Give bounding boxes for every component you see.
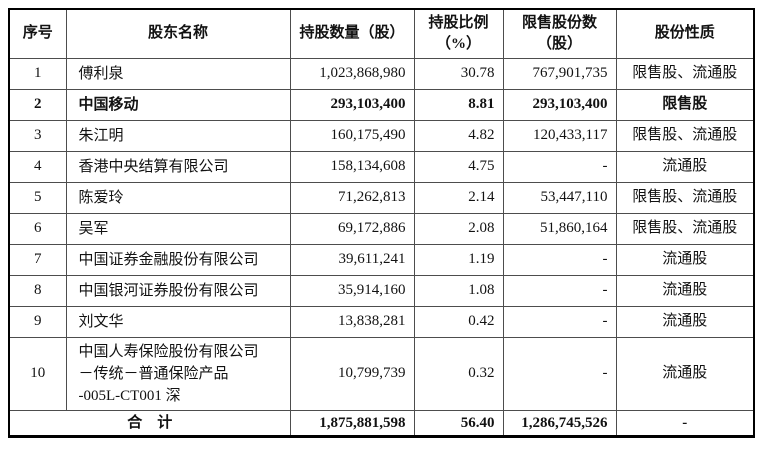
- col-header-shareholder-name: 股东名称: [65, 8, 291, 59]
- cell-percentage: 8.81: [413, 88, 504, 121]
- total-row: 合 计 1,875,881,598 56.40 1,286,745,526 -: [8, 409, 755, 437]
- cell-no: 6: [8, 212, 67, 245]
- cell-share-nature: 流通股: [615, 336, 755, 411]
- table-row: 7 中国证券金融股份有限公司 39,611,241 1.19 - 流通股: [8, 243, 755, 276]
- cell-shareholder-name: 吴军: [65, 212, 291, 245]
- table-row: 2 中国移动 293,103,400 8.81 293,103,400 限售股: [8, 88, 755, 121]
- cell-restricted-shares: -: [502, 243, 617, 276]
- col-header-share-nature: 股份性质: [615, 8, 755, 59]
- cell-total-label: 合 计: [8, 409, 291, 437]
- cell-shareholder-name: 陈爱玲: [65, 181, 291, 214]
- cell-no: 2: [8, 88, 67, 121]
- table-row: 8 中国银河证券股份有限公司 35,914,160 1.08 - 流通股: [8, 274, 755, 307]
- cell-share-nature: 限售股、流通股: [615, 57, 755, 90]
- table-row: 10 中国人寿保险股份有限公司 －传统－普通保险产品 -005L-CT001 深…: [8, 336, 755, 411]
- cell-shareholder-name: 中国人寿保险股份有限公司 －传统－普通保险产品 -005L-CT001 深: [65, 336, 291, 411]
- cell-shareholder-name: 刘文华: [65, 305, 291, 338]
- cell-share-nature: 限售股: [615, 88, 755, 121]
- col-header-no: 序号: [8, 8, 67, 59]
- table-row: 9 刘文华 13,838,281 0.42 - 流通股: [8, 305, 755, 338]
- cell-shares: 160,175,490: [289, 119, 415, 152]
- cell-shareholder-name: 香港中央结算有限公司: [65, 150, 291, 183]
- table-row: 3 朱江明 160,175,490 4.82 120,433,117 限售股、流…: [8, 119, 755, 152]
- cell-share-nature: 限售股、流通股: [615, 181, 755, 214]
- cell-percentage: 4.82: [413, 119, 504, 152]
- cell-share-nature: 流通股: [615, 305, 755, 338]
- col-header-restricted-shares: 限售股份数 （股）: [502, 8, 617, 59]
- cell-percentage: 2.08: [413, 212, 504, 245]
- col-header-shares-held: 持股数量（股）: [289, 8, 415, 59]
- table-row: 5 陈爱玲 71,262,813 2.14 53,447,110 限售股、流通股: [8, 181, 755, 214]
- col-header-percentage: 持股比例 （%）: [413, 8, 504, 59]
- cell-restricted-shares: 293,103,400: [502, 88, 617, 121]
- cell-total-shares: 1,875,881,598: [289, 409, 415, 437]
- cell-restricted-shares: 51,860,164: [502, 212, 617, 245]
- cell-percentage: 1.08: [413, 274, 504, 307]
- cell-no: 3: [8, 119, 67, 152]
- cell-restricted-shares: -: [502, 150, 617, 183]
- cell-shares: 10,799,739: [289, 336, 415, 411]
- cell-percentage: 0.42: [413, 305, 504, 338]
- cell-share-nature: 限售股、流通股: [615, 212, 755, 245]
- cell-restricted-shares: -: [502, 274, 617, 307]
- cell-shareholder-name: 朱江明: [65, 119, 291, 152]
- cell-no: 7: [8, 243, 67, 276]
- cell-shareholder-name: 傅利泉: [65, 57, 291, 90]
- cell-share-nature: 流通股: [615, 243, 755, 276]
- cell-no: 9: [8, 305, 67, 338]
- cell-shares: 35,914,160: [289, 274, 415, 307]
- cell-shares: 71,262,813: [289, 181, 415, 214]
- header-row: 序号 股东名称 持股数量（股） 持股比例 （%） 限售股份数 （股） 股份性质: [8, 8, 755, 59]
- shareholders-table: 序号 股东名称 持股数量（股） 持股比例 （%） 限售股份数 （股） 股份性质 …: [8, 8, 755, 438]
- table-row: 4 香港中央结算有限公司 158,134,608 4.75 - 流通股: [8, 150, 755, 183]
- cell-no: 8: [8, 274, 67, 307]
- cell-restricted-shares: 120,433,117: [502, 119, 617, 152]
- cell-shares: 39,611,241: [289, 243, 415, 276]
- cell-shares: 293,103,400: [289, 88, 415, 121]
- cell-no: 10: [8, 336, 67, 411]
- cell-share-nature: 限售股、流通股: [615, 119, 755, 152]
- cell-percentage: 2.14: [413, 181, 504, 214]
- cell-shareholder-name: 中国移动: [65, 88, 291, 121]
- cell-restricted-shares: 53,447,110: [502, 181, 617, 214]
- cell-shares: 69,172,886: [289, 212, 415, 245]
- table-row: 1 傅利泉 1,023,868,980 30.78 767,901,735 限售…: [8, 57, 755, 90]
- cell-total-percentage: 56.40: [413, 409, 504, 437]
- cell-shares: 158,134,608: [289, 150, 415, 183]
- cell-restricted-shares: 767,901,735: [502, 57, 617, 90]
- cell-share-nature: 流通股: [615, 150, 755, 183]
- cell-no: 4: [8, 150, 67, 183]
- cell-percentage: 30.78: [413, 57, 504, 90]
- cell-percentage: 4.75: [413, 150, 504, 183]
- cell-share-nature: 流通股: [615, 274, 755, 307]
- cell-shares: 13,838,281: [289, 305, 415, 338]
- cell-total-restricted-shares: 1,286,745,526: [502, 409, 617, 437]
- cell-no: 5: [8, 181, 67, 214]
- cell-shareholder-name: 中国银河证券股份有限公司: [65, 274, 291, 307]
- cell-restricted-shares: -: [502, 336, 617, 411]
- cell-shareholder-name: 中国证券金融股份有限公司: [65, 243, 291, 276]
- table-row: 6 吴军 69,172,886 2.08 51,860,164 限售股、流通股: [8, 212, 755, 245]
- cell-restricted-shares: -: [502, 305, 617, 338]
- cell-percentage: 0.32: [413, 336, 504, 411]
- cell-total-share-nature: -: [615, 409, 755, 437]
- cell-percentage: 1.19: [413, 243, 504, 276]
- cell-no: 1: [8, 57, 67, 90]
- cell-shares: 1,023,868,980: [289, 57, 415, 90]
